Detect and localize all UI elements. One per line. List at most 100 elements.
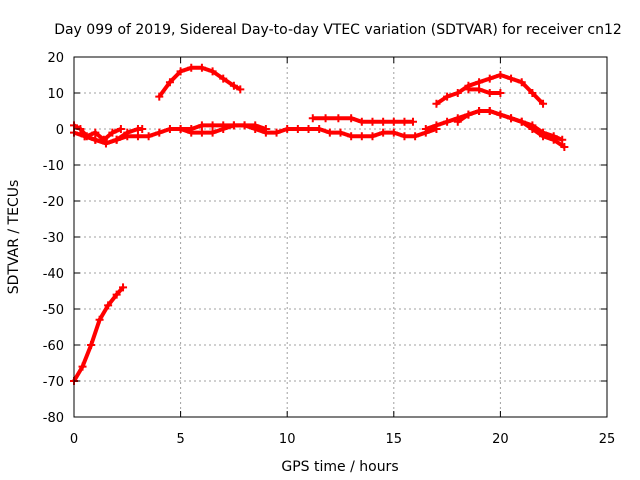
- data-point-marker: [357, 117, 366, 126]
- data-point-marker: [496, 89, 505, 97]
- data-point-marker: [517, 78, 526, 87]
- y-tick-label: -30: [43, 231, 64, 246]
- x-axis-label: GPS time / hours: [281, 459, 398, 475]
- data-point-marker: [261, 125, 270, 133]
- data-point-marker: [408, 117, 417, 126]
- data-point-marker: [464, 85, 473, 94]
- data-point-marker: [368, 117, 377, 126]
- data-point-marker: [101, 139, 110, 148]
- data-point-marker: [507, 114, 516, 123]
- data-point-marker: [208, 121, 217, 130]
- data-point-marker: [272, 128, 281, 137]
- data-point-marker: [155, 128, 164, 137]
- axis-ticks: 0 5 10 15 20 25 -80 -70 -60 -50 -40 -30 -20 -10 0 10 20: [43, 51, 616, 447]
- data-point-marker: [389, 128, 398, 137]
- x-tick-label: 15: [386, 432, 403, 447]
- data-point-marker: [443, 92, 452, 101]
- data-point-marker: [357, 132, 366, 141]
- data-point-marker: [197, 121, 206, 130]
- series-line: [468, 87, 501, 95]
- data-point-marker: [91, 135, 100, 144]
- x-tick-label: 25: [599, 432, 616, 447]
- data-point-marker: [432, 121, 441, 130]
- data-point-marker: [325, 128, 334, 137]
- y-tick-label: -80: [43, 411, 64, 426]
- x-tick-label: 0: [70, 432, 78, 447]
- data-point-marker: [517, 117, 526, 126]
- data-point-marker: [144, 132, 153, 141]
- data-point-marker: [251, 121, 260, 130]
- data-point-marker: [138, 125, 147, 133]
- data-point-marker: [236, 85, 245, 94]
- grid-lines: [74, 57, 607, 417]
- data-point-marker: [176, 125, 185, 133]
- y-tick-label: -10: [43, 159, 64, 174]
- data-point-marker: [197, 63, 206, 72]
- data-point-marker: [528, 125, 537, 133]
- data-point-marker: [165, 78, 174, 87]
- y-tick-label: -60: [43, 339, 64, 354]
- y-axis-label: SDTVAR / TECUs: [6, 180, 22, 295]
- data-series: [70, 63, 569, 385]
- data-point-marker: [389, 117, 398, 126]
- data-point-marker: [475, 107, 484, 115]
- data-point-marker: [133, 132, 142, 141]
- data-point-marker: [123, 132, 132, 141]
- data-point-marker: [411, 132, 420, 141]
- data-point-marker: [78, 362, 87, 371]
- data-point-marker: [80, 132, 89, 141]
- y-tick-label: 20: [47, 51, 64, 66]
- y-tick-label: -20: [43, 195, 64, 210]
- series-line: [312, 116, 413, 124]
- series-arc-11: [453, 107, 569, 151]
- data-point-marker: [229, 121, 238, 130]
- data-point-marker: [432, 99, 441, 108]
- data-point-marker: [293, 125, 302, 133]
- x-tick-label: 10: [279, 432, 296, 447]
- data-point-marker: [485, 74, 494, 83]
- data-point-marker: [485, 107, 494, 115]
- x-tick-label: 5: [176, 432, 184, 447]
- data-point-marker: [464, 110, 473, 119]
- series-arc-10: [464, 85, 505, 97]
- series-arc-7: [308, 114, 417, 126]
- data-point-marker: [240, 121, 249, 130]
- series-arc-9: [432, 71, 548, 108]
- data-point-marker: [485, 89, 494, 97]
- y-tick-label: -50: [43, 303, 64, 318]
- series-arc-6: [176, 121, 270, 133]
- data-point-marker: [165, 125, 174, 133]
- chart-title: Day 099 of 2019, Sidereal Day-to-day VTE…: [54, 22, 622, 38]
- data-point-marker: [549, 135, 558, 144]
- data-point-marker: [108, 128, 117, 137]
- data-point-marker: [453, 117, 462, 126]
- data-point-marker: [379, 117, 388, 126]
- data-point-marker: [453, 89, 462, 97]
- data-point-marker: [336, 128, 345, 137]
- data-point-marker: [187, 125, 196, 133]
- data-point-marker: [539, 99, 548, 108]
- y-tick-label: -70: [43, 375, 64, 390]
- data-point-marker: [104, 301, 113, 310]
- data-point-marker: [308, 114, 317, 123]
- data-point-marker: [187, 63, 196, 72]
- y-tick-label: -40: [43, 267, 64, 282]
- data-point-marker: [528, 89, 537, 97]
- data-point-marker: [347, 132, 356, 141]
- data-point-marker: [87, 341, 96, 349]
- data-point-marker: [368, 132, 377, 141]
- data-point-marker: [334, 114, 343, 123]
- data-point-marker: [219, 121, 228, 130]
- data-point-marker: [315, 125, 324, 133]
- data-point-marker: [197, 128, 206, 137]
- y-tick-label: 0: [56, 123, 64, 138]
- data-point-marker: [475, 85, 484, 94]
- data-point-marker: [95, 315, 104, 324]
- data-point-marker: [304, 125, 313, 133]
- data-point-marker: [539, 132, 548, 141]
- data-point-marker: [496, 71, 505, 79]
- data-point-marker: [283, 125, 292, 133]
- data-point-marker: [421, 125, 430, 133]
- data-point-marker: [119, 283, 128, 292]
